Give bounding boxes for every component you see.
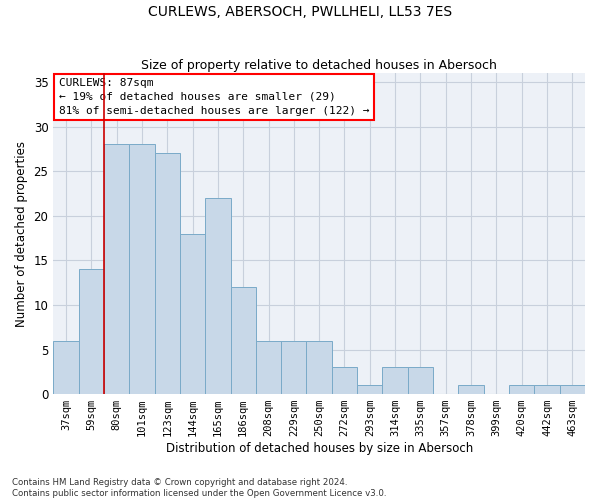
Bar <box>307 340 332 394</box>
Text: CURLEWS, ABERSOCH, PWLLHELI, LL53 7ES: CURLEWS, ABERSOCH, PWLLHELI, LL53 7ES <box>148 5 452 19</box>
Bar <box>155 154 180 394</box>
Bar <box>205 198 230 394</box>
Bar <box>104 144 129 394</box>
X-axis label: Distribution of detached houses by size in Abersoch: Distribution of detached houses by size … <box>166 442 473 455</box>
Text: Contains HM Land Registry data © Crown copyright and database right 2024.
Contai: Contains HM Land Registry data © Crown c… <box>12 478 386 498</box>
Bar <box>281 340 307 394</box>
Text: CURLEWS: 87sqm
← 19% of detached houses are smaller (29)
81% of semi-detached ho: CURLEWS: 87sqm ← 19% of detached houses … <box>59 78 369 116</box>
Bar <box>129 144 155 394</box>
Bar <box>382 368 408 394</box>
Bar <box>509 385 535 394</box>
Bar <box>535 385 560 394</box>
Title: Size of property relative to detached houses in Abersoch: Size of property relative to detached ho… <box>141 59 497 72</box>
Bar <box>332 368 357 394</box>
Bar <box>408 368 433 394</box>
Bar <box>53 340 79 394</box>
Bar <box>180 234 205 394</box>
Bar <box>230 287 256 394</box>
Bar <box>79 270 104 394</box>
Bar <box>256 340 281 394</box>
Bar <box>458 385 484 394</box>
Bar <box>560 385 585 394</box>
Y-axis label: Number of detached properties: Number of detached properties <box>15 140 28 326</box>
Bar <box>357 385 382 394</box>
